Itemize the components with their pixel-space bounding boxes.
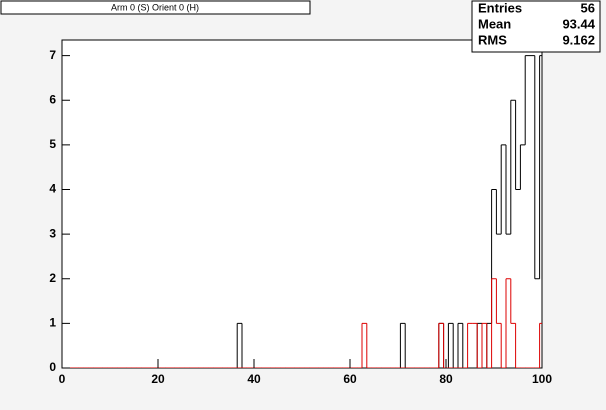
chart-title: Arm 0 (S) Orient 0 (H) — [111, 2, 199, 12]
y-tick-label: 3 — [49, 226, 56, 240]
stats-value: 9.162 — [562, 32, 595, 47]
y-tick-label: 4 — [49, 182, 56, 196]
x-tick-label: 60 — [343, 372, 357, 386]
y-tick-label: 5 — [49, 137, 56, 151]
plot-frame — [61, 39, 543, 369]
x-tick-label: 80 — [439, 372, 453, 386]
y-tick-label: 2 — [49, 271, 56, 285]
x-tick-label: 100 — [532, 372, 552, 386]
stats-value: 93.44 — [562, 16, 595, 31]
stats-label: Mean — [478, 16, 511, 31]
x-tick-label: 20 — [151, 372, 165, 386]
y-tick-label: 1 — [49, 316, 56, 330]
y-tick-label: 0 — [49, 360, 56, 374]
title-box — [0, 0, 311, 15]
plot-area — [62, 55, 542, 368]
x-tick-label: 0 — [59, 372, 66, 386]
stats-box — [471, 0, 601, 53]
stats-value: 56 — [581, 0, 595, 15]
stats-label: Entries — [478, 0, 522, 15]
x-tick-label: 40 — [247, 372, 261, 386]
y-tick-label: 7 — [49, 48, 56, 62]
y-tick-label: 6 — [49, 92, 56, 106]
stats-label: RMS — [478, 32, 507, 47]
